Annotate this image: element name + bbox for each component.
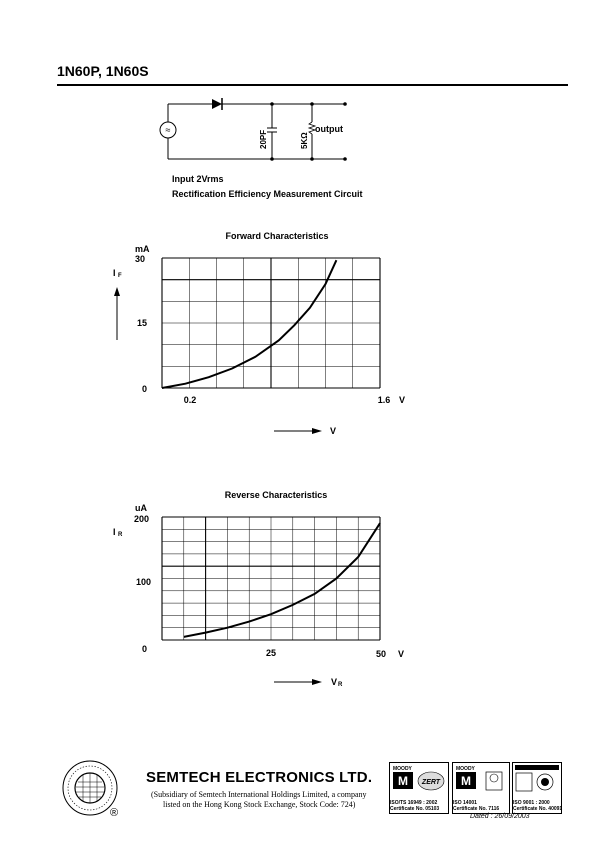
reverse-x-unit: V	[398, 649, 404, 659]
arrow-right-icon	[312, 428, 322, 434]
forward-y-axis-sub: F	[118, 273, 122, 279]
header-rule	[57, 84, 568, 86]
svg-text:M: M	[461, 774, 471, 788]
diode-symbol	[212, 99, 222, 109]
forward-y-tick: 30	[135, 254, 145, 264]
company-seal-logo	[62, 760, 118, 816]
cert1-number: Certificate No. 05103	[390, 806, 440, 812]
reverse-x-axis-sub: R	[338, 682, 343, 688]
arrow-up-icon	[114, 287, 120, 296]
ac-source-symbol	[159, 121, 177, 139]
reverse-x-axis-label: V	[331, 677, 337, 687]
cert2-standard: ISO 14001	[453, 800, 477, 806]
company-subsidiary-line1: (Subsidiary of Semtech International Hol…	[151, 790, 367, 799]
reverse-y-tick: 0	[142, 644, 147, 654]
reverse-x-tick: 25	[266, 648, 276, 658]
forward-curve	[161, 259, 338, 389]
certification-badge-zert: MOODY M ZERT	[389, 762, 449, 814]
circuit-caption-title: Rectification Efficiency Measurement Cir…	[172, 189, 363, 199]
circuit-caption-input: Input 2Vrms	[172, 174, 224, 184]
svg-text:MOODY: MOODY	[393, 766, 413, 772]
svg-text:MOODY: MOODY	[456, 766, 476, 772]
svg-text:ZERT: ZERT	[421, 779, 441, 786]
company-subsidiary-line2: listed on the Hong Kong Stock Exchange, …	[163, 800, 356, 809]
certification-badge-ukas: MOODY M	[452, 762, 510, 814]
moody-zert-logo: MOODY M ZERT	[393, 766, 445, 791]
forward-x-tick: 0.2	[184, 395, 197, 405]
dnv-logo	[515, 765, 559, 792]
cert3-standard: ISO 9001 : 2000	[513, 800, 550, 806]
dated-label: Dated : 26/09/2003	[470, 813, 530, 820]
reverse-y-axis-sub: R	[118, 532, 123, 538]
page-title: 1N60P, 1N60S	[57, 63, 149, 79]
arrow-right-icon	[312, 679, 322, 685]
forward-x-unit: V	[399, 395, 405, 405]
forward-y-tick: 15	[137, 318, 147, 328]
reverse-y-unit: uA	[135, 503, 147, 513]
resistor-label: 5KΩ	[300, 132, 309, 149]
capacitor-label: 20PF	[259, 130, 268, 149]
reverse-y-tick: 200	[134, 514, 149, 524]
reverse-chart-title: Reverse Characteristics	[225, 490, 328, 500]
reverse-y-axis-label: I	[113, 527, 116, 537]
registered-mark: ®	[110, 807, 119, 819]
forward-chart: Forward Characteristics mA 30 15 0 I F 0…	[113, 231, 405, 436]
forward-y-axis-label: I	[113, 268, 116, 278]
moody-ukas-logo: MOODY M	[456, 766, 503, 791]
source-glyph: ≈	[166, 125, 171, 135]
company-name: SEMTECH ELECTRONICS LTD.	[146, 769, 373, 786]
certification-badge-dnv	[512, 762, 562, 814]
forward-y-tick: 0	[142, 384, 147, 394]
reverse-chart: Reverse Characteristics uA 200 100 0 I R…	[113, 490, 404, 688]
cert2-number: Certificate No. 7116	[453, 806, 500, 812]
reverse-y-tick: 100	[136, 577, 151, 587]
reverse-curve	[183, 522, 381, 638]
cert3-number: Certificate No. 40091	[513, 806, 563, 812]
forward-x-axis-label: V	[330, 426, 336, 436]
cert1-standard: ISO/TS 16949 : 2002	[390, 800, 438, 806]
forward-x-tick: 1.6	[378, 395, 391, 405]
rectification-circuit: ≈ 20PF 5KΩ output	[159, 98, 347, 161]
resistor-symbol	[307, 121, 317, 135]
forward-y-unit: mA	[135, 244, 150, 254]
svg-text:M: M	[398, 774, 408, 788]
reverse-x-tick: 50	[376, 649, 386, 659]
forward-chart-title: Forward Characteristics	[225, 231, 328, 241]
output-label: output	[315, 124, 343, 134]
